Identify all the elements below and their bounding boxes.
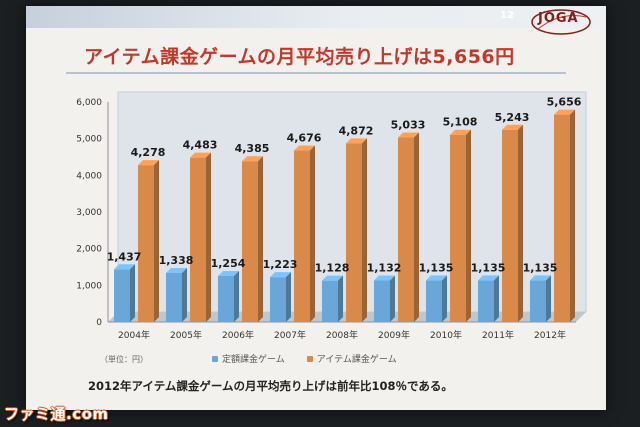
bar-subscription [426,275,447,322]
data-label-item: 5,033 [391,118,426,131]
y-tick-label: 4,000 [76,171,102,181]
chart-data-labels: 1,437 1,338 1,254 1,223 1,128 1,132 1,135 1,135… [107,96,582,275]
data-label-item: 4,676 [287,132,322,145]
data-label-item: 5,108 [443,116,478,129]
bar-item [450,129,471,322]
bar-subscription [322,275,343,322]
x-tick-label: 2006年 [222,329,254,341]
y-tick-label: 2,000 [76,245,102,255]
y-tick-label: 1,000 [76,281,102,291]
data-label-subscription: 1,437 [107,250,142,263]
bar-chart: 0 1,000 2,000 3,000 4,000 5,000 6,000 2004年 2005… [76,91,587,341]
x-tick-label: 2011年 [482,329,514,341]
bar-subscription [270,272,291,322]
data-label-item: 5,656 [547,96,582,109]
data-label-subscription: 1,223 [263,258,298,271]
y-tick-label: 5,000 [76,135,102,145]
x-tick-label: 2010年 [430,329,462,341]
bar-subscription [114,264,135,322]
bar-subscription [478,275,499,322]
bar-item [294,145,315,322]
bar-item [502,124,523,322]
chart-legend: 定額課金ゲーム アイテム課金ゲーム [212,352,397,365]
data-label-item: 4,483 [183,139,218,152]
bar-item [554,109,575,322]
presentation-slide: 12 JOGA アイテム課金ゲームの月平均売り上げは5,656円 0 1,000 2… [26,6,606,410]
data-label-subscription: 1,135 [471,261,506,274]
data-label-subscription: 1,338 [159,254,194,267]
title-underline [66,72,566,74]
y-tick-label: 3,000 [76,208,102,218]
slide-header-bar [26,6,606,28]
x-tick-label: 2004年 [118,329,150,341]
slide-footnote: 2012年アイテム課金ゲームの月平均売り上げは前年比108％である。 [88,379,453,393]
chart-axes: 0 1,000 2,000 3,000 4,000 5,000 6,000 2004年 2005… [76,98,576,341]
legend-label-subscription: 定額課金ゲーム [222,355,285,365]
slide-title: アイテム課金ゲームの月平均売り上げは5,656円 [84,46,515,68]
data-label-item: 4,872 [339,124,374,137]
bar-subscription [530,275,551,322]
data-label-subscription: 1,135 [419,261,454,274]
bar-item [190,152,211,322]
x-tick-label: 2012年 [534,329,566,341]
logo-wordmark: JOGA [538,11,579,26]
bar-item [138,160,159,322]
chart-bars [114,109,575,322]
x-tick-label: 2007年 [274,329,306,341]
bar-subscription [166,267,187,322]
legend-item-subscription: 定額課金ゲーム [212,352,285,365]
data-label-item: 5,243 [495,111,530,124]
y-tick-label: 6,000 [76,98,102,108]
x-tick-label: 2005年 [170,329,202,341]
y-tick-label: 0 [96,318,102,328]
data-label-subscription: 1,254 [211,257,246,270]
legend-label-item: アイテム課金ゲーム [316,355,397,365]
x-tick-label: 2009年 [378,329,410,341]
data-label-item: 4,278 [131,146,166,159]
bar-item [398,132,419,322]
data-label-subscription: 1,135 [523,261,558,274]
bar-item [242,156,263,322]
bar-subscription [374,275,395,322]
data-label-subscription: 1,128 [315,262,350,275]
bar-subscription [218,271,239,322]
legend-item-item: アイテム課金ゲーム [306,352,397,365]
famitsu-watermark: ファミ通.com [4,405,109,423]
bar-item [346,138,367,322]
legend-swatch-item [306,355,313,362]
data-label-item: 4,385 [235,142,270,155]
data-label-subscription: 1,132 [367,261,402,274]
joga-logo: JOGA [530,7,592,37]
unit-note: （単位：円） [100,355,148,364]
slide-page-number: 12 [500,10,514,21]
x-tick-label: 2008年 [326,329,358,341]
legend-swatch-subscription [212,355,218,362]
